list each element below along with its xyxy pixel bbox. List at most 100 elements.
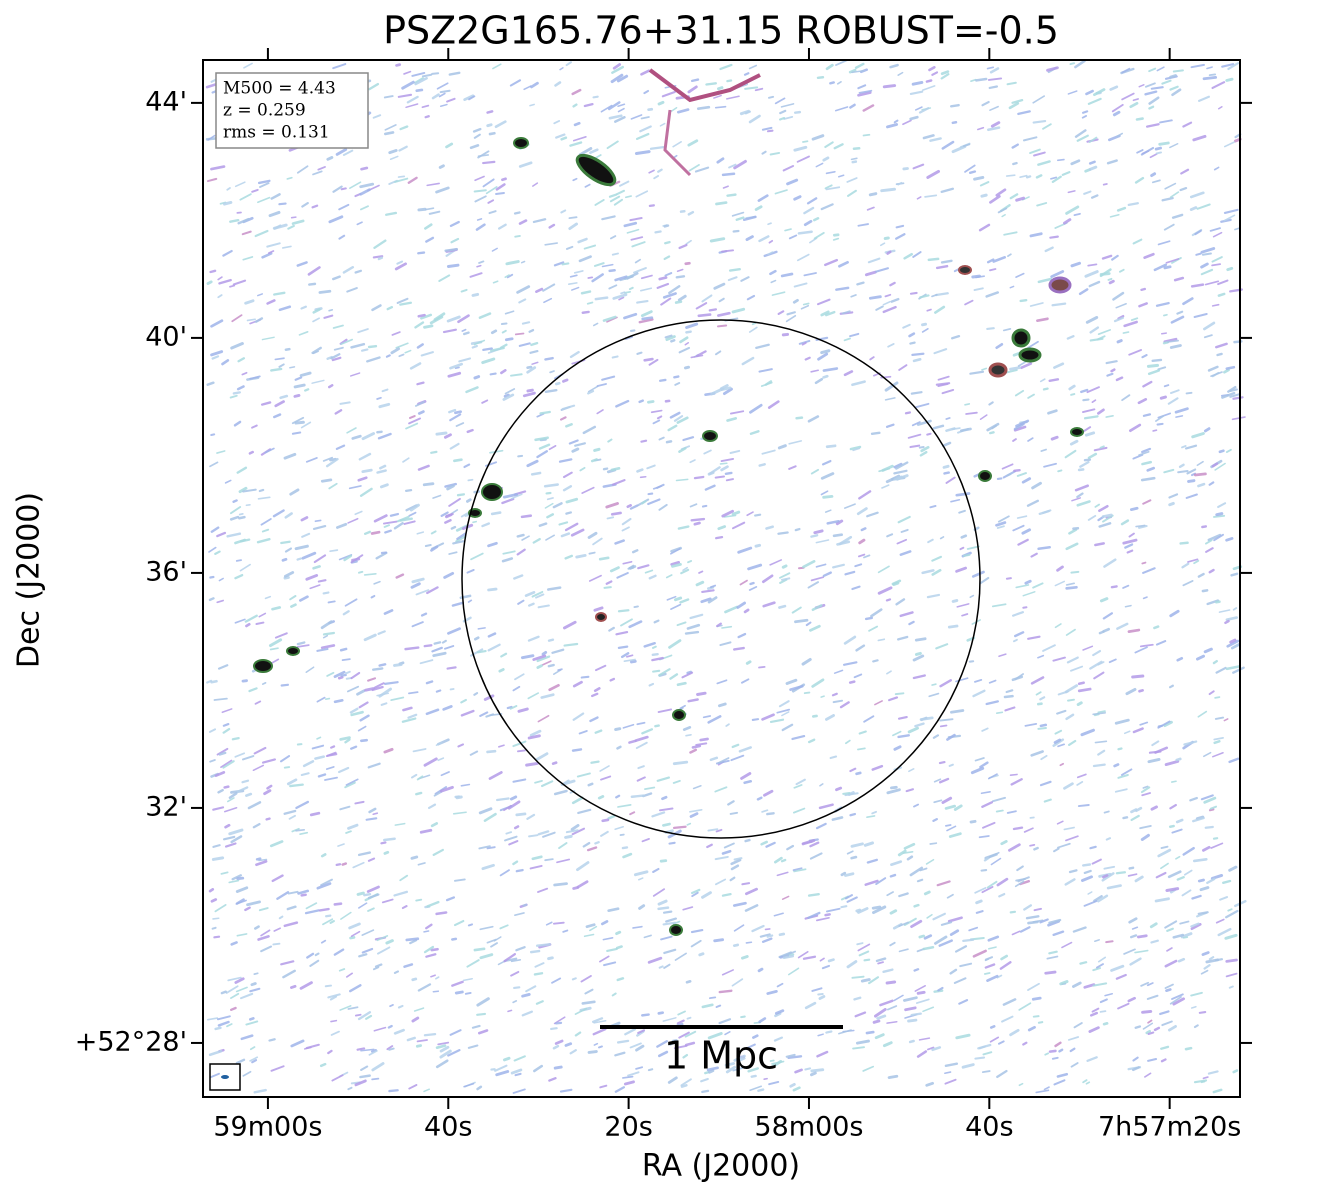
noise-speck: [900, 528, 909, 533]
noise-speck: [821, 459, 832, 466]
noise-speck: [1229, 393, 1241, 398]
noise-speck: [258, 907, 269, 912]
noise-speck: [479, 711, 489, 718]
noise-speck: [897, 734, 910, 739]
noise-speck: [643, 934, 652, 939]
noise-speck: [512, 1088, 526, 1094]
noise-speck: [664, 240, 671, 245]
noise-speck: [716, 622, 722, 628]
noise-speck: [1215, 666, 1227, 674]
noise-speck: [629, 659, 637, 664]
noise-speck: [273, 413, 282, 419]
noise-speck: [670, 339, 676, 343]
noise-speck: [465, 386, 479, 394]
noise-speck: [339, 805, 351, 811]
noise-speck: [234, 573, 244, 580]
noise-speck: [541, 660, 552, 666]
noise-speck: [732, 1067, 743, 1072]
noise-speck: [1129, 506, 1139, 512]
noise-speck: [932, 912, 946, 921]
noise-speck: [909, 444, 921, 449]
noise-speck: [1195, 252, 1202, 256]
noise-speck: [299, 595, 309, 602]
noise-speck: [817, 352, 829, 361]
noise-speck: [866, 511, 879, 518]
noise-speck: [714, 475, 726, 479]
noise-speck: [1085, 1081, 1091, 1085]
noise-speck: [1181, 889, 1192, 897]
noise-speck: [433, 790, 443, 797]
noise-speck: [1108, 279, 1115, 285]
noise-speck: [224, 806, 238, 813]
noise-speck: [239, 193, 252, 201]
noise-speck: [692, 784, 702, 790]
noise-speck: [963, 553, 971, 557]
noise-speck: [346, 287, 358, 293]
noise-speck: [964, 299, 974, 306]
noise-speck: [733, 857, 743, 861]
noise-speck: [814, 377, 824, 385]
noise-speck: [330, 1030, 340, 1036]
noise-speck: [794, 1068, 803, 1074]
noise-speck: [969, 594, 975, 599]
noise-speck: [1027, 340, 1039, 349]
noise-speck: [1179, 920, 1190, 925]
noise-speck: [805, 621, 812, 627]
noise-speck: [371, 304, 382, 312]
noise-speck: [919, 294, 930, 299]
noise-speck: [432, 494, 442, 499]
noise-speck: [964, 403, 971, 406]
noise-speck: [1053, 847, 1060, 853]
noise-speck: [345, 972, 353, 978]
noise-speck: [570, 528, 585, 537]
noise-speck: [810, 1068, 825, 1073]
noise-speck: [765, 841, 776, 848]
noise-speck: [503, 804, 512, 812]
noise-speck: [210, 679, 218, 684]
noise-speck: [261, 336, 275, 341]
noise-speck: [372, 812, 379, 816]
noise-speck: [1064, 449, 1077, 459]
noise-speck: [610, 511, 622, 516]
noise-speck: [552, 502, 563, 509]
noise-speck: [1149, 153, 1158, 159]
noise-speck: [754, 543, 762, 548]
noise-speck: [749, 430, 760, 435]
noise-speck: [283, 766, 291, 769]
noise-speck: [870, 608, 883, 618]
noise-speck: [955, 566, 967, 573]
noise-speck: [622, 1075, 634, 1079]
noise-speck: [786, 311, 796, 316]
noise-speck: [740, 678, 750, 684]
noise-speck: [1211, 81, 1226, 90]
noise-speck: [1078, 288, 1089, 296]
noise-speck: [274, 632, 288, 639]
noise-speck: [381, 388, 389, 393]
noise-speck: [395, 342, 409, 349]
noise-speck: [249, 1056, 259, 1062]
noise-speck: [646, 464, 656, 470]
noise-speck: [1180, 168, 1190, 175]
noise-speck: [776, 708, 791, 714]
noise-speck: [235, 559, 242, 562]
noise-speck: [530, 471, 542, 476]
noise-speck: [626, 504, 632, 509]
noise-speck: [239, 563, 251, 572]
noise-speck: [402, 706, 413, 712]
noise-speck: [1087, 891, 1093, 895]
noise-speck: [631, 241, 646, 248]
noise-speck: [406, 95, 419, 104]
noise-speck: [206, 1017, 219, 1021]
noise-speck: [1145, 123, 1160, 128]
noise-speck: [444, 482, 458, 488]
noise-speck: [1163, 384, 1170, 388]
noise-speck: [664, 334, 673, 339]
noise-speck: [761, 449, 776, 455]
noise-speck: [592, 1027, 607, 1036]
noise-speck: [367, 893, 380, 899]
noise-speck: [544, 356, 554, 361]
noise-speck: [399, 517, 413, 522]
noise-speck: [1155, 415, 1165, 422]
noise-speck: [979, 181, 990, 187]
noise-speck: [553, 120, 561, 125]
